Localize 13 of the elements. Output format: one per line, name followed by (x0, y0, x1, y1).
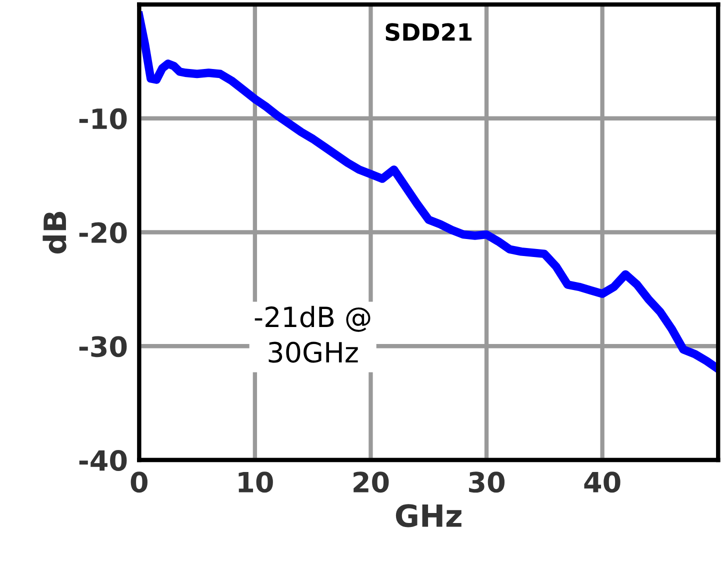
y-tick-label: -40 (79, 450, 127, 471)
x-tick-label: 10 (238, 472, 273, 493)
x-tick-label: 20 (354, 472, 389, 493)
y-tick-label: -10 (79, 108, 127, 130)
y-tick-label: -30 (79, 336, 127, 358)
x-tick-label: 0 (130, 472, 148, 493)
y-tick-label: -20 (79, 222, 127, 244)
text: SDD21 (386, 23, 472, 41)
annotation: -21dB @ 30GHz (254, 306, 370, 363)
y-axis-title: dB (42, 212, 66, 254)
x-tick-label: 30 (469, 472, 505, 493)
x-axis-title: GHz (396, 504, 462, 528)
x-tick-label: 40 (584, 472, 620, 493)
